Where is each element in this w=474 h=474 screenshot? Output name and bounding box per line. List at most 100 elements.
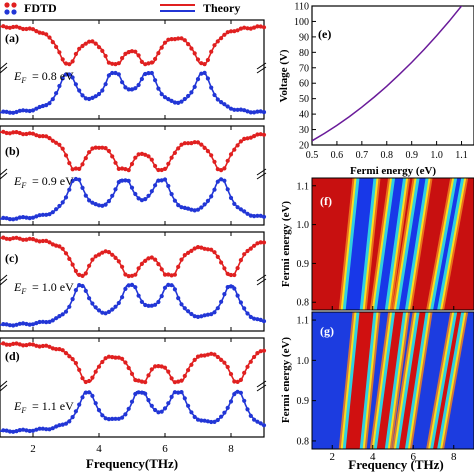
panel-b-red-fdtd-point <box>242 136 247 141</box>
panel-b-blue-fdtd-point <box>113 187 118 192</box>
panel-a-red-fdtd-point <box>153 56 158 62</box>
panel-d-blue-fdtd-point <box>258 421 263 426</box>
panel-c-blue-fdtd-point <box>192 314 197 319</box>
panel-c-red-fdtd-point <box>146 256 151 261</box>
legend-fdtd-marker-blue-1 <box>4 9 10 15</box>
panel-e-y-tick-label: 90 <box>299 32 309 43</box>
panel-b-blue-fdtd-point <box>212 187 217 192</box>
panel-d-blue-fdtd-point <box>100 413 105 418</box>
panel-e-y-tick-label: 70 <box>299 63 309 74</box>
panel-c-red-fdtd-point <box>67 256 72 261</box>
panel-a-red-fdtd-point <box>219 36 224 41</box>
panel-d-blue-fdtd-point <box>93 401 98 406</box>
panel-e-y-tick-label: 110 <box>294 2 309 13</box>
panel-a-blue-fdtd-point <box>192 84 197 89</box>
panel-b-blue-fdtd-point <box>57 203 62 209</box>
panel-b-blue-fdtd-point <box>129 185 135 190</box>
panel-d-blue-fdtd-point <box>146 398 151 403</box>
panel-d-blue-fdtd-point <box>40 426 46 431</box>
panel-c-red-fdtd-point <box>212 250 217 255</box>
spectra-x-tick-label: 4 <box>96 443 102 455</box>
panel-c-blue-fdtd-point <box>116 300 121 306</box>
panel-d-red-fdtd-point <box>248 359 253 364</box>
panel-b-blue-fdtd-point <box>235 205 240 210</box>
panel-b-blue-fdtd-point <box>139 198 144 203</box>
panel-b-red-fdtd-point <box>47 136 52 141</box>
panel-b-blue-fdtd-point <box>255 213 260 218</box>
panel-c-blue-fdtd-point <box>24 321 29 327</box>
panel-d-blue-fdtd-point <box>27 428 32 434</box>
panel-a-blue-fdtd-point <box>80 93 85 98</box>
panel-b-red-fdtd-point <box>80 162 85 167</box>
legend-fdtd-marker-red-2 <box>11 2 17 8</box>
panel-b-blue-fdtd-point <box>245 211 250 216</box>
panel-b-blue-fdtd-point <box>248 213 253 218</box>
panel-c-red-fdtd-point <box>192 246 197 251</box>
panel-a-red-fdtd-point <box>24 26 29 32</box>
panel-d-blue-fdtd-point <box>136 390 141 395</box>
panel-b-blue-fdtd-point <box>116 180 121 185</box>
panel-a-blue-fdtd-point <box>17 108 22 113</box>
panel-a-red-fdtd-point <box>258 24 263 29</box>
panel-c-red-fdtd-point <box>176 264 181 269</box>
panel-c-label: (c) <box>5 251 18 265</box>
panel-b-blue-fdtd-point <box>153 183 158 188</box>
panel-a-break-mark-left <box>0 66 8 74</box>
panel-d-blue-fdtd-point <box>14 429 19 434</box>
panel-b-red-fdtd-point <box>106 148 111 154</box>
panel-b-blue-fdtd-point <box>50 210 55 215</box>
spectra-x-axis-title: Frequency(THz) <box>86 456 178 471</box>
panel-b-red-fdtd-point <box>110 154 115 159</box>
panel-a-red-fdtd-point <box>149 60 154 65</box>
panel-f-band-core <box>345 178 374 310</box>
panel-a-blue-fdtd-point <box>4 109 9 114</box>
spectra-x-tick-label: 6 <box>162 443 168 455</box>
panel-a-red-fdtd-point <box>242 25 247 30</box>
panel-b-red-fdtd-point <box>258 132 263 137</box>
panel-b-break-mark-right <box>256 172 267 180</box>
panel-d-blue-fdtd-point <box>139 390 144 395</box>
panel-c-blue-fdtd-point <box>27 322 32 327</box>
panel-c-red-fdtd-point <box>162 272 168 277</box>
panel-d-blue-fdtd-point <box>192 414 197 420</box>
panel-d-red-fdtd-point <box>30 342 36 347</box>
panel-f-y-tick-label: 1.1 <box>297 181 310 192</box>
panel-b-red-fdtd-point <box>159 167 164 173</box>
panel-d-blue-fdtd-point <box>63 421 69 426</box>
panel-d-red-fdtd-point <box>50 346 55 351</box>
panel-c-blue-fdtd-point <box>123 286 128 291</box>
panel-c-red-fdtd-point <box>90 257 95 262</box>
panel-a-blue-fdtd-point <box>96 91 102 97</box>
panel-a-blue-fdtd-point <box>182 96 187 102</box>
panel-d-red-fdtd-point <box>116 355 121 360</box>
panel-c-red-fdtd-point <box>1 235 6 240</box>
panel-c-red-fdtd-point <box>80 273 85 278</box>
panel-d-red-fdtd-point <box>182 373 187 379</box>
panel-c-red-fdtd-point <box>195 245 201 250</box>
panel-c-blue-fdtd-point <box>126 283 131 288</box>
panel-c-blue-fdtd-point <box>4 322 9 327</box>
panel-g: (g) Fermi energy (eV) Frequency (THz) <box>280 311 474 472</box>
panel-a-red-fdtd-point <box>90 39 95 44</box>
panel-b-blue-fdtd-point <box>14 216 19 221</box>
panel-b-red-fdtd-point <box>153 163 158 169</box>
panel-f-label: (f) <box>320 194 332 208</box>
panel-b-red-fdtd-point <box>129 161 135 167</box>
panel-c-red-fdtd-point <box>133 272 138 277</box>
panel-d-red-fdtd-point <box>242 370 247 375</box>
panel-e-x-tick-label: 0.9 <box>405 150 418 161</box>
panel-d-blue-fdtd-point <box>153 407 158 413</box>
panel-c-blue-fdtd-point <box>245 311 250 316</box>
panel-a-red-fdtd-point <box>252 25 257 30</box>
panel-d-blue-fdtd-point <box>30 428 36 433</box>
panel-a-red-fdtd-point <box>106 60 111 65</box>
panel-c-red-fdtd-point <box>30 237 36 242</box>
panel-c-blue-fdtd-point <box>120 295 125 300</box>
panel-c-red-fdtd-point <box>106 250 111 255</box>
panel-a-blue-fdtd-point <box>57 83 62 89</box>
panel-e-y-tick-label: 50 <box>299 94 309 105</box>
panel-d-red-fdtd-point <box>179 378 184 383</box>
panel-c-red-fdtd-point <box>261 240 267 245</box>
panel-d-blue-fdtd-point <box>57 423 62 428</box>
